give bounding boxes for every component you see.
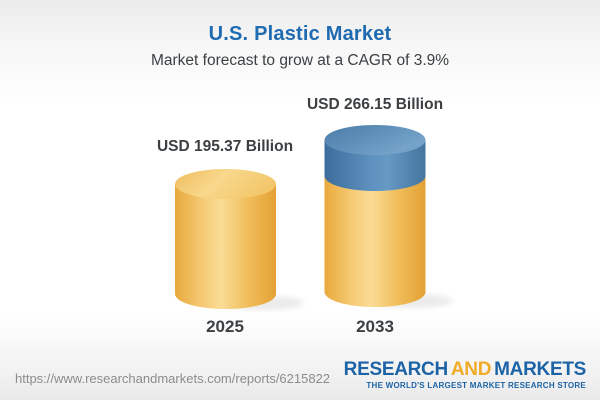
logo-wordmark: RESEARCH AND MARKETS [343,359,587,380]
logo-word-markets: MARKETS [494,359,586,380]
bar-2033-top-face [324,125,426,155]
bar-2025-cylinder [175,169,276,309]
page-title: U.S. Plastic Market [208,23,392,45]
logo-tagline: THE WORLD'S LARGEST MARKET RESEARCH STOR… [366,381,586,390]
value-label-2025: USD 195.37 Billion [156,138,294,155]
logo-word-and: AND [450,359,492,380]
bar-2033-cylinder [324,125,426,307]
logo-word-research: RESEARCH [343,359,449,380]
category-label-2033: 2033 [356,317,394,336]
bar-2025-body [175,184,276,309]
page-subtitle: Market forecast to grow at a CAGR of 3.9… [150,52,450,69]
category-label-2025: 2025 [206,317,244,336]
report-url: https://www.researchandmarkets.com/repor… [15,371,331,386]
bar-2033-base-segment [324,176,426,307]
research-and-markets-logo: RESEARCH AND MARKETS THE WORLD'S LARGEST M… [343,359,587,390]
bar-2025-top-face [175,169,276,199]
value-label-2033: USD 266.15 Billion [306,96,444,113]
